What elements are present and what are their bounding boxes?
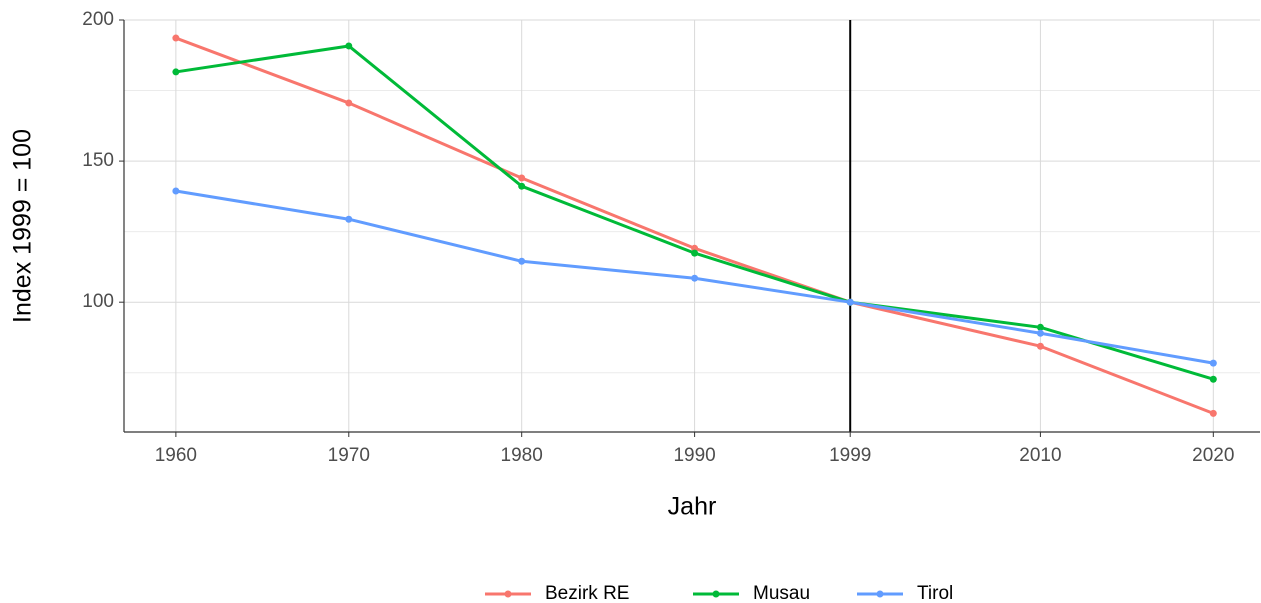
x-tick-label: 1960 bbox=[155, 445, 197, 466]
x-tick-label: 2020 bbox=[1192, 445, 1234, 466]
data-point bbox=[1209, 409, 1217, 417]
data-point bbox=[518, 174, 526, 182]
y-axis-title: Index 1999 = 100 bbox=[9, 129, 37, 323]
data-point bbox=[1036, 323, 1044, 331]
data-point bbox=[846, 298, 854, 306]
data-point bbox=[691, 249, 699, 257]
data-point bbox=[345, 99, 353, 107]
data-point bbox=[518, 257, 526, 265]
x-tick-label: 1999 bbox=[829, 445, 871, 466]
legend-swatch-point bbox=[504, 590, 512, 598]
legend-swatch-point bbox=[876, 590, 884, 598]
x-tick-label: 2010 bbox=[1019, 445, 1061, 466]
data-point bbox=[172, 68, 180, 76]
data-point bbox=[691, 244, 699, 252]
y-tick-label: 200 bbox=[82, 9, 114, 30]
x-axis-title: Jahr bbox=[668, 493, 717, 521]
data-point bbox=[172, 34, 180, 42]
x-tick-label: 1970 bbox=[328, 445, 370, 466]
data-point bbox=[345, 215, 353, 223]
legend-swatch-point bbox=[712, 590, 720, 598]
y-tick-label: 100 bbox=[82, 291, 114, 312]
data-point bbox=[691, 274, 699, 282]
data-point bbox=[1036, 329, 1044, 337]
legend-label: Tirol bbox=[917, 583, 953, 603]
data-point bbox=[172, 187, 180, 195]
data-point bbox=[1036, 342, 1044, 350]
data-point bbox=[518, 182, 526, 190]
legend-label: Musau bbox=[753, 583, 810, 603]
data-point bbox=[1209, 359, 1217, 367]
legend-label: Bezirk RE bbox=[545, 583, 629, 603]
data-point bbox=[1209, 375, 1217, 383]
x-tick-label: 1980 bbox=[501, 445, 543, 466]
data-point bbox=[345, 42, 353, 50]
y-tick-label: 150 bbox=[82, 150, 114, 171]
x-tick-label: 1990 bbox=[673, 445, 715, 466]
